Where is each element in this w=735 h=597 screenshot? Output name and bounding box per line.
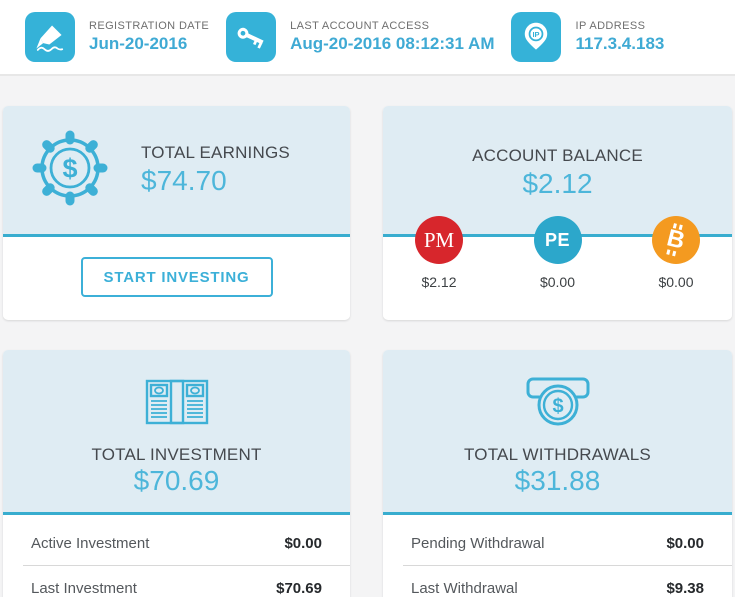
earnings-amount: $74.70 [141, 165, 227, 196]
last-investment-row: Last Investment $70.69 [3, 566, 350, 597]
payment-methods: PM $2.12 PE $0.00 B $0.00 [383, 216, 732, 290]
ip-location-icon: IP [511, 12, 562, 62]
last-access-label: LAST ACCOUNT ACCESS [290, 20, 430, 32]
pending-withdrawal-label: Pending Withdrawal [411, 534, 545, 552]
key-icon [226, 12, 277, 62]
coin-slot-icon: $ [525, 376, 591, 428]
svg-text:IP: IP [533, 30, 540, 39]
row-divider [23, 565, 350, 566]
svg-text:$: $ [552, 396, 563, 418]
row-divider [403, 565, 732, 566]
investment-title: TOTAL INVESTMENT [91, 445, 262, 464]
withdrawals-amount: $31.88 [514, 465, 601, 496]
total-withdrawals-card: $ TOTAL WITHDRAWALS $31.88 Pending Withd… [383, 350, 732, 597]
total-earnings-card: $ TOTAL EARNINGS $74.70 START INVESTING [3, 106, 350, 320]
active-investment-row: Active Investment $0.00 [3, 521, 350, 565]
registration-date-item: REGISTRATION DATE Jun-20-2016 [25, 12, 209, 62]
total-investment-card: TOTAL INVESTMENT $70.69 Active Investmen… [3, 350, 350, 597]
perfect-money-balance: PM $2.12 [415, 216, 463, 290]
active-investment-label: Active Investment [31, 534, 150, 552]
money-stack-icon [145, 376, 209, 428]
account-info-bar: REGISTRATION DATE Jun-20-2016 LAST ACCOU… [0, 0, 735, 76]
withdrawals-title: TOTAL WITHDRAWALS [464, 445, 651, 464]
balance-amount: $2.12 [522, 168, 593, 199]
svg-text:$: $ [62, 153, 77, 183]
start-investing-button[interactable]: START INVESTING [80, 257, 273, 297]
bitcoin-balance: B $0.00 [652, 216, 700, 290]
registration-date-label: REGISTRATION DATE [89, 20, 210, 32]
bitcoin-icon: B [652, 216, 700, 264]
payeer-icon: PE [533, 216, 582, 264]
bitcoin-value: $0.00 [658, 274, 694, 290]
last-investment-label: Last Investment [31, 579, 137, 597]
payeer-balance: PE $0.00 [533, 216, 582, 290]
dashboard-grid: $ TOTAL EARNINGS $74.70 START INVESTING … [0, 76, 735, 597]
payeer-value: $0.00 [539, 274, 576, 290]
last-withdrawal-row: Last Withdrawal $9.38 [383, 566, 732, 597]
last-withdrawal-value: $9.38 [666, 579, 704, 597]
perfect-money-icon: PM [415, 216, 463, 264]
pending-withdrawal-value: $0.00 [666, 534, 704, 552]
ip-address-item: IP IP ADDRESS 117.3.4.183 [511, 12, 664, 62]
pen-icon [25, 12, 75, 62]
registration-date-value: Jun-20-2016 [89, 34, 188, 53]
investment-amount: $70.69 [133, 465, 220, 496]
last-withdrawal-label: Last Withdrawal [411, 579, 518, 597]
last-access-value: Aug-20-2016 08:12:31 AM [290, 34, 495, 53]
pending-withdrawal-row: Pending Withdrawal $0.00 [383, 521, 732, 565]
ip-address-label: IP ADDRESS [575, 20, 646, 32]
active-investment-value: $0.00 [284, 534, 322, 552]
balance-title: ACCOUNT BALANCE [472, 146, 643, 165]
perfect-money-value: $2.12 [421, 274, 457, 290]
earnings-title: TOTAL EARNINGS [141, 143, 290, 162]
last-investment-value: $70.69 [276, 579, 322, 597]
last-access-item: LAST ACCOUNT ACCESS Aug-20-2016 08:12:31… [226, 12, 494, 62]
gear-dollar-icon: $ [27, 127, 113, 214]
ip-address-value: 117.3.4.183 [575, 34, 665, 53]
account-balance-card: ACCOUNT BALANCE $2.12 PM $2.12 PE $0.00 … [383, 106, 732, 320]
